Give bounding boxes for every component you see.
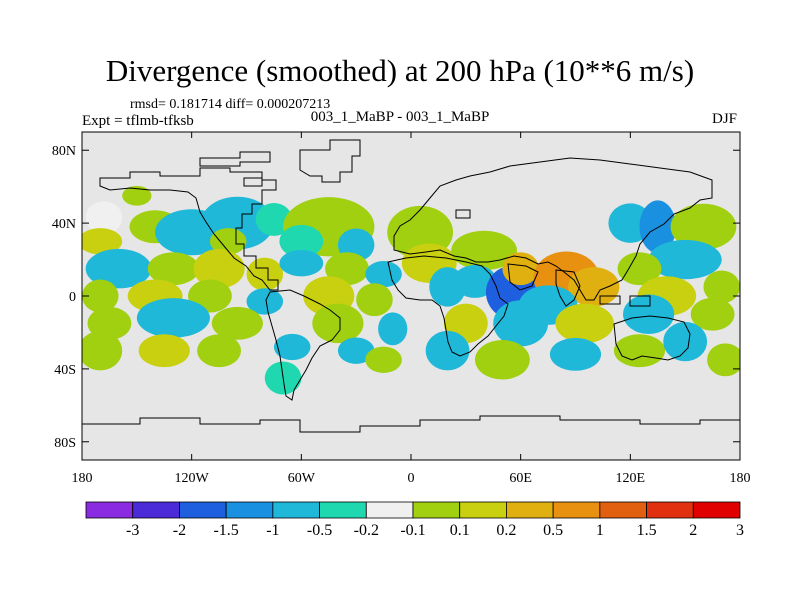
divergence-blob xyxy=(549,337,602,371)
colorbar-label: 1 xyxy=(596,522,604,539)
colorbar-swatch xyxy=(552,501,601,519)
x-tick-label: 180 xyxy=(72,471,93,486)
divergence-blob xyxy=(493,300,549,347)
y-tick-label: 80N xyxy=(52,144,76,159)
divergence-blob xyxy=(136,298,210,338)
divergence-blob xyxy=(273,333,311,361)
x-tick-label: 60E xyxy=(509,471,532,486)
colorbar-swatch xyxy=(85,501,134,519)
divergence-blob xyxy=(356,283,393,317)
expt-label: Expt = tflmb-tfksb xyxy=(82,113,194,129)
colorbar-label: -0.2 xyxy=(354,522,379,539)
divergence-blob xyxy=(82,228,123,255)
colorbar-swatch xyxy=(646,501,694,519)
divergence-blob xyxy=(209,228,247,255)
divergence-blob xyxy=(122,185,152,206)
divergence-blob xyxy=(425,330,470,371)
divergence-blob xyxy=(474,340,530,380)
divergence-blob xyxy=(82,330,123,371)
divergence-blob xyxy=(211,306,263,340)
divergence-blob xyxy=(617,252,662,286)
colorbar-label: -0.1 xyxy=(400,522,425,539)
y-tick-label: 40S xyxy=(54,363,76,378)
colorbar-label: 0.2 xyxy=(496,522,516,539)
divergence-blob xyxy=(670,203,737,250)
colorbar-label: -3 xyxy=(126,522,139,539)
colorbar-label: -2 xyxy=(173,522,186,539)
colorbar-label: -0.5 xyxy=(307,522,332,539)
y-tick-label: 40N xyxy=(52,217,76,232)
divergence-blob xyxy=(255,203,293,236)
x-tick-label: 180 xyxy=(730,471,751,486)
divergence-blob xyxy=(623,294,675,334)
stats-line: rmsd= 0.181714 diff= 0.000207213 xyxy=(130,97,331,112)
colorbar-label: 0.5 xyxy=(543,522,563,539)
y-tick-label: 80S xyxy=(54,436,76,451)
colorbar-swatch xyxy=(506,501,554,519)
divergence-blob xyxy=(613,334,666,368)
colorbar-swatch xyxy=(365,501,414,519)
x-tick-label: 120E xyxy=(616,471,646,486)
colorbar-swatch xyxy=(319,501,367,519)
colorbar-label: 2 xyxy=(689,522,697,539)
colorbar-swatch xyxy=(132,501,180,519)
divergence-blob xyxy=(555,303,614,344)
divergence-blob xyxy=(312,303,364,344)
colorbar-swatch xyxy=(412,501,461,519)
colorbar-label: 3 xyxy=(736,522,744,539)
divergence-blob xyxy=(690,297,735,331)
divergence-blob xyxy=(279,224,324,258)
colorbar-label: -1 xyxy=(266,522,279,539)
divergence-blob xyxy=(707,343,740,377)
colorbar-swatch xyxy=(272,501,320,519)
x-tick-label: 0 xyxy=(408,471,415,486)
colorbar-swatch xyxy=(225,501,274,519)
divergence-blob xyxy=(82,279,119,313)
colorbar-swatch xyxy=(459,501,507,519)
case-label: 003_1_MaBP - 003_1_MaBP xyxy=(310,109,490,125)
x-axis: 180 120W 60W 0 60E 120E 180 xyxy=(72,132,751,486)
colorbar-swatch xyxy=(599,501,647,519)
colorbar: -3 -2 -1.5 -1 -0.5 -0.2 -0.1 0.1 0.2 0.5 1 1.5 2 3 xyxy=(85,501,744,539)
y-tick-label: 0 xyxy=(69,290,76,305)
divergence-blob xyxy=(703,270,740,304)
divergence-blob xyxy=(648,239,722,280)
divergence-blob xyxy=(568,267,620,307)
divergence-blob xyxy=(639,200,677,254)
divergence-blob xyxy=(365,260,402,288)
colorbar-label: 0.1 xyxy=(450,522,470,539)
divergence-blob xyxy=(337,337,375,364)
divergence-blob xyxy=(378,312,408,346)
divergence-blob xyxy=(85,201,123,235)
divergence-blob xyxy=(193,248,245,289)
divergence-blob xyxy=(365,346,402,373)
divergence-blob xyxy=(325,252,369,286)
colorbar-label: -1.5 xyxy=(213,522,238,539)
divergence-blob xyxy=(138,334,190,368)
divergence-blob xyxy=(663,321,708,362)
x-tick-label: 60W xyxy=(288,471,316,486)
colorbar-label: 1.5 xyxy=(637,522,657,539)
divergence-blob xyxy=(453,264,497,298)
y-axis: 80N 40N 0 40S 80S xyxy=(52,144,740,451)
colorbar-swatch xyxy=(692,501,741,519)
coastlines xyxy=(82,139,740,433)
plot-title: Divergence (smoothed) at 200 hPa (10**6 … xyxy=(105,53,695,88)
season-label: DJF xyxy=(712,111,738,127)
divergence-blob xyxy=(279,250,324,277)
x-tick-label: 120W xyxy=(175,471,210,486)
divergence-blob xyxy=(246,288,284,315)
divergence-blob xyxy=(197,334,242,368)
divergence-blob xyxy=(85,248,152,289)
divergence-blob xyxy=(147,252,199,286)
colorbar-swatch xyxy=(179,501,227,519)
